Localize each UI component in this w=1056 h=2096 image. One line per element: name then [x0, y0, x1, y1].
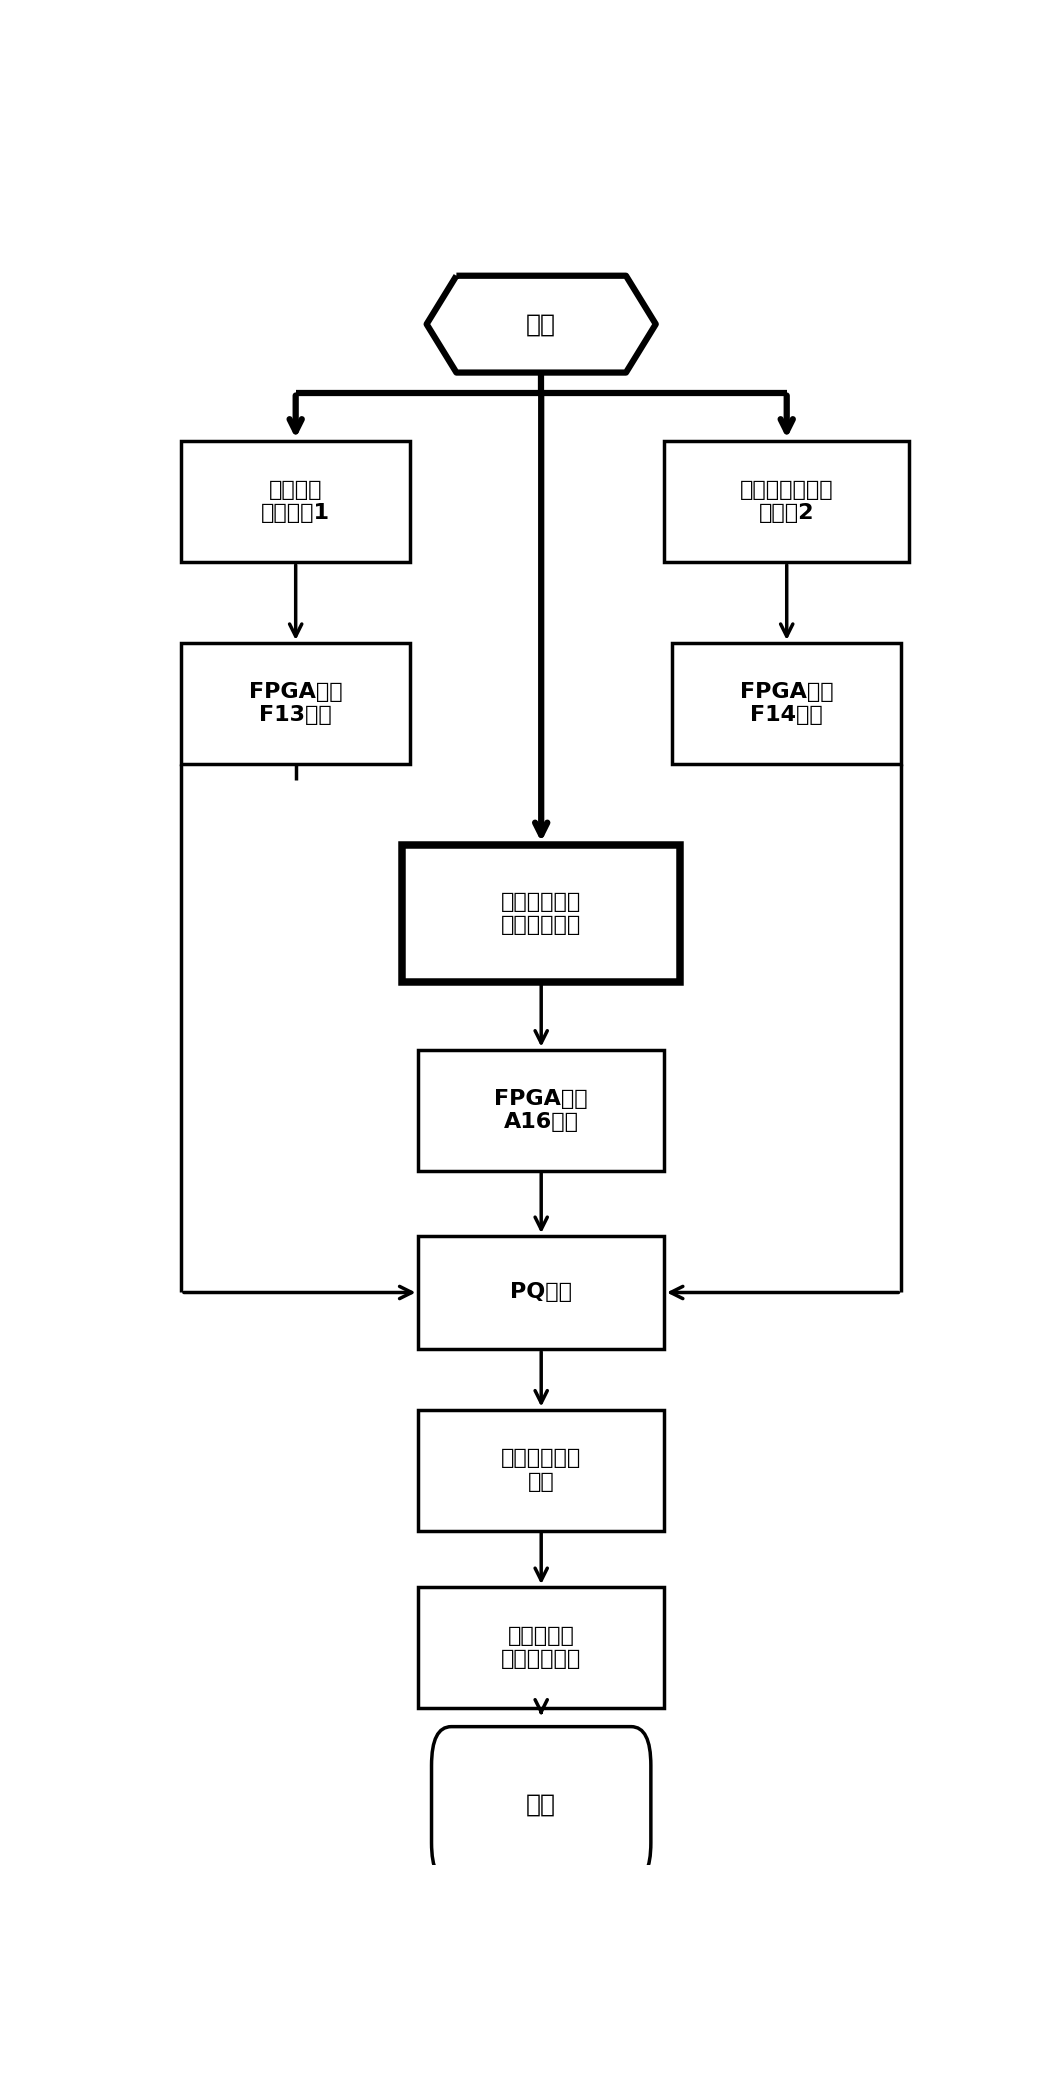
Text: FPGA芯片
A16管脚: FPGA芯片 A16管脚 — [494, 1088, 588, 1132]
Text: 特征值矩阵的
计算: 特征值矩阵的 计算 — [502, 1448, 581, 1492]
Text: 电网电压频率检
测单元2: 电网电压频率检 测单元2 — [740, 480, 833, 524]
Text: PQ变换: PQ变换 — [510, 1283, 572, 1302]
Text: 开始: 开始 — [526, 312, 557, 335]
FancyBboxPatch shape — [402, 845, 680, 981]
Text: 结束: 结束 — [526, 1792, 557, 1815]
FancyBboxPatch shape — [418, 1409, 664, 1530]
FancyBboxPatch shape — [418, 1237, 664, 1350]
Polygon shape — [427, 277, 656, 373]
FancyBboxPatch shape — [673, 643, 902, 763]
Text: FPGA芯片
F14管脚: FPGA芯片 F14管脚 — [740, 681, 833, 725]
FancyBboxPatch shape — [418, 1050, 664, 1172]
Text: 电流电压
采集单元1: 电流电压 采集单元1 — [261, 480, 331, 524]
Text: FPGA芯片
F13管脚: FPGA芯片 F13管脚 — [249, 681, 342, 725]
FancyBboxPatch shape — [432, 1727, 650, 1882]
Text: 将计算结果
显示至液晶屏: 将计算结果 显示至液晶屏 — [502, 1626, 581, 1668]
FancyBboxPatch shape — [182, 440, 410, 562]
FancyBboxPatch shape — [664, 440, 909, 562]
FancyBboxPatch shape — [182, 643, 410, 763]
Text: 电网电压频率
相位检测单元: 电网电压频率 相位检测单元 — [502, 891, 581, 935]
FancyBboxPatch shape — [418, 1587, 664, 1708]
